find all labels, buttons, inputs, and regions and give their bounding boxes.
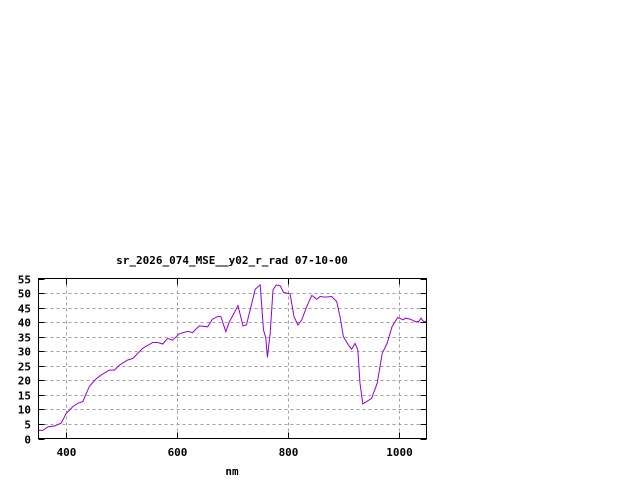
y-tick-label: 20 [18, 375, 31, 388]
y-tick-label: 50 [18, 288, 31, 301]
y-tick-label: 15 [18, 390, 31, 403]
y-tick-label: 35 [18, 332, 31, 345]
x-axis-label: nm [225, 465, 239, 478]
chart-title: sr_2026_074_MSE__y02_r_rad 07-10-00 [116, 254, 348, 267]
y-tick-label: 10 [18, 404, 31, 417]
series-line [38, 283, 427, 431]
x-tick-label: 400 [57, 446, 77, 459]
y-tick-label: 25 [18, 361, 31, 374]
series-layer [38, 283, 427, 431]
x-tick-label: 800 [279, 446, 299, 459]
x-tick-label: 600 [168, 446, 188, 459]
y-tick-label: 45 [18, 303, 31, 316]
y-tick-label: 0 [24, 434, 31, 447]
x-tick-label: 1000 [386, 446, 413, 459]
plot-border [38, 278, 427, 439]
y-tick-label: 40 [18, 317, 31, 330]
y-tick-label: 5 [24, 419, 31, 432]
grid [38, 278, 427, 439]
y-tick-label: 55 [18, 274, 31, 287]
y-tick-label: 30 [18, 346, 31, 359]
